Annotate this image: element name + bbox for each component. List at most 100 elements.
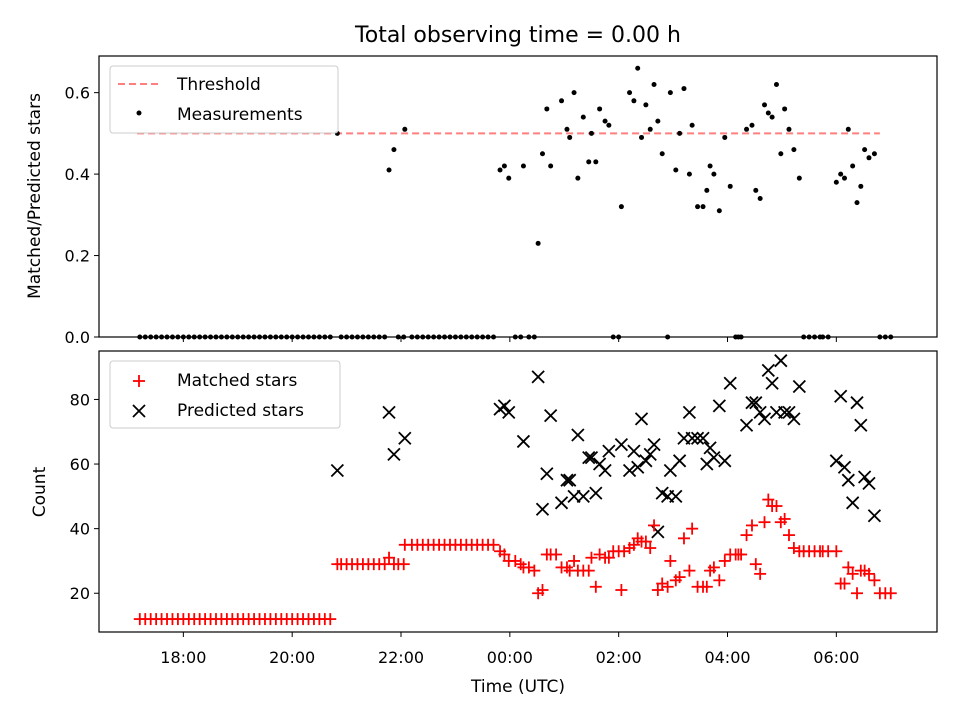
matched-star-point bbox=[627, 538, 640, 551]
predicted-star-point bbox=[634, 412, 649, 426]
matched-star-point bbox=[487, 538, 500, 551]
matched-star-point bbox=[745, 519, 758, 532]
measurement-point bbox=[559, 98, 565, 104]
matched-star-point bbox=[842, 561, 855, 574]
matched-star-point bbox=[615, 584, 628, 597]
matched-star-point bbox=[673, 571, 686, 584]
predicted-star-point bbox=[765, 376, 779, 390]
matched-star-point bbox=[639, 535, 652, 548]
matched-star-point bbox=[397, 558, 410, 571]
top-y-tick-label: 0.6 bbox=[65, 84, 90, 103]
matched-star-point bbox=[536, 584, 549, 597]
measurement-point bbox=[833, 179, 839, 185]
measurement-point bbox=[841, 175, 847, 181]
measurements-legend-label: Measurements bbox=[177, 105, 303, 125]
predicted-star-point bbox=[739, 418, 754, 432]
predicted-star-point bbox=[582, 450, 596, 465]
predicted-star-point bbox=[647, 438, 661, 452]
measurement-point bbox=[535, 240, 541, 246]
bottom-y-tick-label: 20 bbox=[70, 584, 90, 603]
predicted-star-point bbox=[571, 428, 585, 442]
bottom-x-tick-label: 20:00 bbox=[269, 648, 315, 667]
measurement-point bbox=[627, 90, 633, 96]
measurement-point bbox=[639, 134, 645, 140]
matched-star-point bbox=[787, 542, 800, 555]
predicted-star-point bbox=[707, 450, 721, 465]
matched-star-point bbox=[707, 561, 720, 574]
measurement-point bbox=[858, 183, 864, 189]
predicted-star-point bbox=[516, 434, 531, 449]
matched-star-point bbox=[593, 548, 606, 561]
matched-star-point bbox=[568, 554, 581, 567]
bottom-legend: Matched stars Predicted stars bbox=[109, 360, 341, 429]
matched-star-point bbox=[782, 529, 795, 542]
measurement-point bbox=[618, 204, 624, 210]
measurement-point bbox=[647, 126, 653, 132]
matched-star-point bbox=[830, 545, 843, 558]
matched-star-point bbox=[862, 567, 875, 580]
measurement-point bbox=[520, 163, 526, 169]
bottom-plot-area bbox=[133, 354, 897, 626]
predicted-legend-swatch bbox=[132, 404, 146, 418]
matched-star-point bbox=[498, 548, 511, 561]
top-y-tick-label: 0.0 bbox=[65, 328, 90, 347]
measurement-point bbox=[695, 204, 701, 210]
measurement-point bbox=[862, 147, 868, 153]
bottom-x-ticks: 18:00 20:00 22:00 00:00 02:00 04:00 06:00 bbox=[160, 632, 859, 667]
matched-star-point bbox=[651, 584, 664, 597]
matched-star-point bbox=[754, 567, 767, 580]
bottom-x-tick-label: 06:00 bbox=[813, 648, 859, 667]
predicted-star-point bbox=[718, 454, 732, 468]
measurement-point bbox=[667, 90, 673, 96]
matched-star-point bbox=[582, 564, 595, 577]
measurement-point bbox=[845, 126, 851, 132]
matched-star-point bbox=[778, 512, 791, 525]
measurement-point bbox=[681, 86, 687, 92]
top-legend: Threshold Measurements bbox=[109, 65, 339, 134]
predicted-star-point bbox=[867, 509, 882, 523]
measurement-point bbox=[782, 106, 788, 112]
predicted-star-point bbox=[682, 405, 697, 420]
predicted-star-point bbox=[761, 363, 775, 378]
predicted-star-point bbox=[544, 408, 558, 423]
predicted-star-point bbox=[589, 486, 603, 500]
matched-star-point bbox=[602, 551, 615, 564]
measurement-point bbox=[866, 155, 872, 161]
measurement-point bbox=[689, 122, 695, 128]
measurement-point bbox=[571, 90, 577, 96]
matched-star-point bbox=[838, 577, 851, 590]
top-chart-title: Total observing time = 0.00 h bbox=[354, 23, 681, 48]
predicted-star-point bbox=[837, 460, 852, 474]
predicted-star-point bbox=[745, 396, 759, 410]
matched-star-point bbox=[851, 587, 864, 600]
predicted-star-point bbox=[749, 396, 763, 410]
bottom-legend-box bbox=[109, 360, 341, 429]
predicted-star-point bbox=[850, 396, 864, 410]
measurement-point bbox=[791, 147, 797, 153]
measurement-point bbox=[586, 159, 592, 165]
measurement-point bbox=[727, 183, 733, 189]
predicted-star-point bbox=[757, 412, 772, 426]
measurement-point bbox=[402, 126, 408, 132]
measurement-point bbox=[749, 122, 755, 128]
matched-star-point bbox=[868, 574, 881, 587]
matched-star-point bbox=[749, 558, 762, 571]
measurement-point bbox=[655, 118, 661, 124]
measurement-point bbox=[564, 126, 570, 132]
predicted-star-point bbox=[857, 470, 872, 484]
measurement-point bbox=[778, 151, 784, 157]
top-legend-box bbox=[109, 65, 339, 134]
predicted-star-point bbox=[631, 460, 645, 474]
matched-legend-label: Matched stars bbox=[177, 371, 297, 391]
measurement-point bbox=[838, 171, 844, 177]
measurement-point bbox=[704, 187, 710, 193]
matched-star-point bbox=[324, 613, 337, 626]
measurement-point bbox=[711, 171, 717, 177]
predicted-star-point bbox=[782, 405, 796, 420]
predicted-star-point bbox=[672, 454, 687, 468]
measurement-point bbox=[722, 134, 728, 140]
measurement-point bbox=[773, 82, 779, 88]
matched-star-point bbox=[683, 564, 696, 577]
predicted-star-point bbox=[560, 473, 574, 487]
